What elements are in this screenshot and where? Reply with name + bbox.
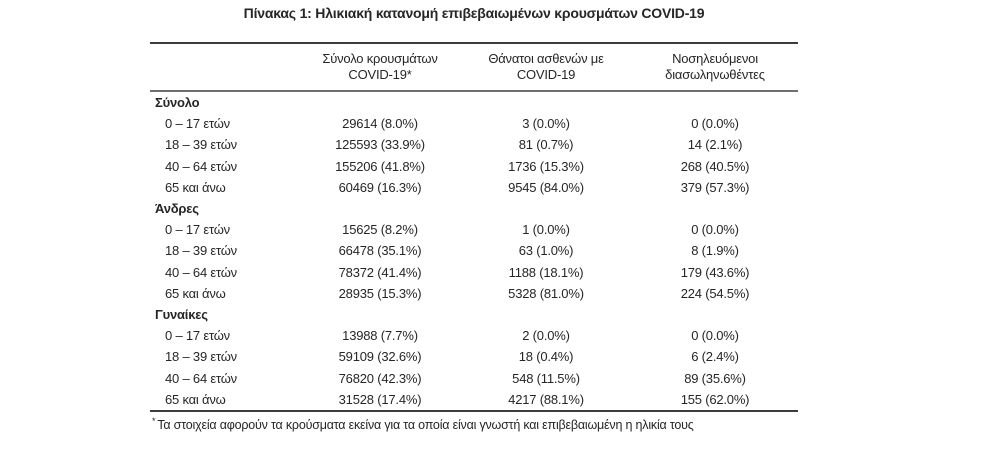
table-row: 65 και άνω 28935 (15.3%) 5328 (81.0%) 224 (…	[150, 283, 798, 304]
section-label: Γυναίκες	[155, 306, 208, 322]
covid-age-table: Σύνολο κρουσμάτων COVID-19* Θάνατοι ασθε…	[150, 42, 798, 432]
table-row: 40 – 64 ετών 76820 (42.3%) 548 (11.5%) 89 (…	[150, 367, 798, 388]
intubated-cell: 14 (2.1%)	[687, 137, 743, 153]
intubated-cell: 0 (0.0%)	[691, 328, 739, 344]
header-deaths-line1: Θάνατοι ασθενών με	[488, 51, 604, 66]
age-label: 65 και άνω	[165, 179, 226, 195]
footnote-text: Τα στοιχεία αφορούν τα κρούσματα εκείνα …	[157, 417, 694, 432]
table-row: 40 – 64 ετών 78372 (41.4%) 1188 (18.1%) 179…	[150, 262, 798, 283]
deaths-cell: 9545 (84.0%)	[508, 179, 584, 195]
section-label: Σύνολο	[155, 95, 200, 111]
table-header-row: Σύνολο κρουσμάτων COVID-19* Θάνατοι ασθε…	[150, 42, 798, 92]
intubated-cell: 179 (43.6%)	[680, 264, 750, 280]
header-deaths-line2: COVID-19	[516, 67, 576, 82]
header-deaths: Θάνατοι ασθενών με COVID-19	[460, 51, 632, 83]
age-label: 18 – 39 ετών	[165, 137, 237, 153]
table-body: Σύνολο 0 – 17 ετών 29614 (8.0%) 3 (0.0%) 0 (…	[150, 92, 798, 412]
intubated-cell: 268 (40.5%)	[680, 158, 750, 174]
intubated-cell: 6 (2.4%)	[691, 349, 739, 365]
intubated-cell: 224 (54.5%)	[680, 285, 750, 301]
cases-cell: 125593 (33.9%)	[335, 137, 425, 153]
deaths-cell: 1188 (18.1%)	[508, 264, 584, 280]
deaths-cell: 18 (0.4%)	[518, 349, 574, 365]
table-row: 18 – 39 ετών 59109 (32.6%) 18 (0.4%) 6 (2.4…	[150, 346, 798, 367]
deaths-cell: 4217 (88.1%)	[508, 391, 584, 407]
deaths-cell: 63 (1.0%)	[518, 243, 574, 259]
table-row: 18 – 39 ετών 66478 (35.1%) 63 (1.0%) 8 (1.9…	[150, 240, 798, 261]
section-label: Άνδρες	[155, 201, 199, 217]
header-total-cases-line1: Σύνολο κρουσμάτων	[322, 51, 438, 66]
table-row: 65 και άνω 60469 (16.3%) 9545 (84.0%) 379 (…	[150, 177, 798, 198]
table-row: 0 – 17 ετών 15625 (8.2%) 1 (0.0%) 0 (0.0%)	[150, 219, 798, 240]
cases-cell: 78372 (41.4%)	[338, 264, 422, 280]
table-row: 0 – 17 ετών 13988 (7.7%) 2 (0.0%) 0 (0.0%)	[150, 325, 798, 346]
age-label: 0 – 17 ετών	[165, 116, 230, 132]
header-intubated: Νοσηλευόμενοι διασωληνωθέντες	[632, 51, 798, 83]
table-row: 40 – 64 ετών 155206 (41.8%) 1736 (15.3%) 26…	[150, 156, 798, 177]
age-label: 18 – 39 ετών	[165, 349, 237, 365]
footnote-marker: *	[152, 415, 156, 426]
age-label: 40 – 64 ετών	[165, 158, 237, 174]
cases-cell: 60469 (16.3%)	[338, 179, 422, 195]
deaths-cell: 548 (11.5%)	[512, 370, 580, 386]
age-label: 0 – 17 ετών	[165, 222, 230, 238]
deaths-cell: 1 (0.0%)	[522, 222, 570, 238]
table-row: 0 – 17 ετών 29614 (8.0%) 3 (0.0%) 0 (0.0%)	[150, 113, 798, 134]
header-total-cases: Σύνολο κρουσμάτων COVID-19*	[300, 51, 460, 83]
age-label: 40 – 64 ετών	[165, 370, 237, 386]
cases-cell: 28935 (15.3%)	[338, 285, 422, 301]
intubated-cell: 155 (62.0%)	[680, 391, 750, 407]
deaths-cell: 5328 (81.0%)	[508, 285, 584, 301]
age-label: 65 και άνω	[165, 391, 226, 407]
header-total-cases-line2: COVID-19*	[348, 67, 412, 82]
age-label: 65 και άνω	[165, 285, 226, 301]
age-label: 18 – 39 ετών	[165, 243, 237, 259]
footnote: * Τα στοιχεία αφορούν τα κρούσματα εκείνα…	[150, 412, 798, 432]
table-row: 18 – 39 ετών 125593 (33.9%) 81 (0.7%) 14 (2…	[150, 134, 798, 155]
cases-cell: 76820 (42.3%)	[338, 370, 422, 386]
section-header-row: Σύνολο	[150, 92, 798, 113]
cases-cell: 66478 (35.1%)	[338, 243, 422, 259]
table-row: 65 και άνω 31528 (17.4%) 4217 (88.1%) 155 (…	[150, 389, 798, 410]
table-title: Πίνακας 1: Ηλικιακή κατανομή επιβεβαιωμέ…	[243, 5, 705, 21]
header-intubated-line2: διασωληνωθέντες	[665, 67, 765, 82]
deaths-cell: 1736 (15.3%)	[508, 158, 584, 174]
deaths-cell: 81 (0.7%)	[518, 137, 574, 153]
intubated-cell: 379 (57.3%)	[680, 179, 750, 195]
section-header-row: Άνδρες	[150, 198, 798, 219]
cases-cell: 29614 (8.0%)	[342, 116, 418, 132]
intubated-cell: 0 (0.0%)	[691, 222, 739, 238]
deaths-cell: 2 (0.0%)	[522, 328, 570, 344]
intubated-cell: 0 (0.0%)	[691, 116, 739, 132]
section-header-row: Γυναίκες	[150, 304, 798, 325]
cases-cell: 59109 (32.6%)	[338, 349, 422, 365]
cases-cell: 13988 (7.7%)	[342, 328, 418, 344]
age-label: 40 – 64 ετών	[165, 264, 237, 280]
cases-cell: 155206 (41.8%)	[335, 158, 425, 174]
cases-cell: 31528 (17.4%)	[338, 391, 422, 407]
deaths-cell: 3 (0.0%)	[522, 116, 570, 132]
header-intubated-line1: Νοσηλευόμενοι	[672, 51, 758, 66]
intubated-cell: 89 (35.6%)	[684, 370, 746, 386]
age-label: 0 – 17 ετών	[165, 328, 230, 344]
cases-cell: 15625 (8.2%)	[342, 222, 418, 238]
intubated-cell: 8 (1.9%)	[691, 243, 739, 259]
